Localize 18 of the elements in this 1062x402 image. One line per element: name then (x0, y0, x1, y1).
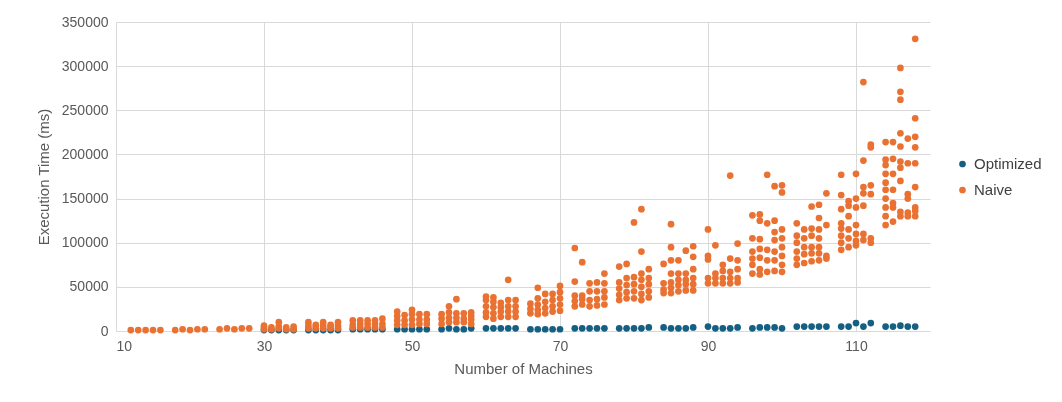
y-tick-label: 50000 (69, 278, 109, 295)
x-tick-label: 70 (552, 337, 569, 354)
y-tick-label: 300000 (61, 57, 109, 74)
y-axis-title: Execution Time (ms) (34, 108, 52, 246)
legend-label: Optimized (974, 155, 1042, 172)
x-tick-label: 90 (700, 337, 717, 354)
x-tick-label: 10 (116, 337, 133, 354)
y-tick-label: 100000 (61, 234, 109, 251)
x-tick-label: 30 (256, 337, 273, 354)
legend-label: Naive (974, 181, 1013, 198)
y-tick-label: 200000 (61, 145, 109, 162)
y-tick-label: 150000 (61, 190, 109, 207)
y-tick-label: 350000 (61, 13, 109, 30)
x-tick-label: 110 (845, 337, 868, 354)
y-tick-label: 250000 (61, 101, 109, 118)
y-tick-label: 0 (100, 322, 109, 339)
x-tick-label: 50 (404, 337, 421, 354)
x-axis-title: Number of Machines (454, 359, 593, 377)
